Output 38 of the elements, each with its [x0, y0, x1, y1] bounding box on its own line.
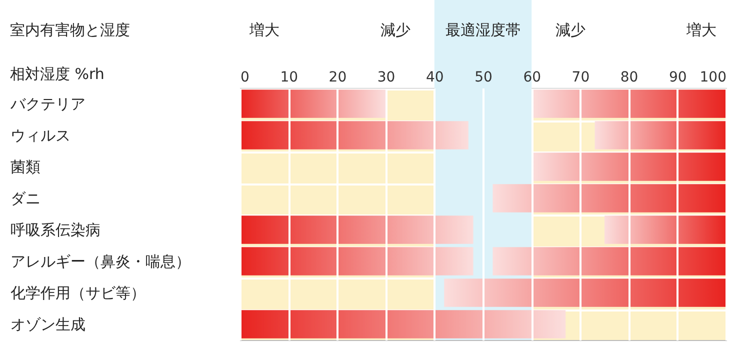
- text: 減少: [555, 21, 586, 39]
- bar: [492, 247, 726, 276]
- bar: [532, 152, 726, 181]
- bar: [594, 121, 726, 150]
- y-tick-label: バクテリア: [10, 94, 86, 113]
- y-tick-label: オゾン生成: [10, 315, 86, 334]
- y-tick-label: アレルギー（鼻炎・喘息）: [10, 252, 190, 270]
- text: 増大: [248, 21, 280, 39]
- x-tick-label: 50: [474, 70, 492, 86]
- x-tick-label: 40: [426, 70, 444, 86]
- bar: [240, 216, 474, 244]
- bar: [240, 121, 468, 150]
- text: 室内有害物と湿度: [10, 21, 130, 39]
- x-tick-label: 20: [328, 70, 347, 86]
- y-tick-label: ウィルス: [10, 126, 70, 144]
- bar: [532, 90, 726, 118]
- y-tick-label: 化学作用（サビ等）: [10, 284, 146, 302]
- x-tick-label: 80: [620, 70, 638, 86]
- band-label: 最適湿度帯: [446, 21, 520, 39]
- x-tick-label: 90: [668, 70, 687, 86]
- bar: [444, 278, 726, 307]
- bar: [240, 247, 474, 276]
- bar: [492, 184, 726, 212]
- bar: [240, 310, 566, 338]
- x-tick-label: 10: [280, 70, 298, 86]
- x-tick-label: 30: [377, 70, 396, 86]
- x-tick-label: 0: [240, 70, 250, 86]
- x-axis-title: 相対湿度 %rh: [10, 65, 104, 83]
- x-tick-label: 70: [572, 70, 590, 86]
- x-tick-label: 100: [700, 70, 726, 86]
- bar: [240, 90, 386, 118]
- bar: [604, 216, 726, 244]
- x-tick-label: 60: [523, 70, 542, 86]
- y-tick-label: ダニ: [10, 189, 40, 208]
- y-tick-label: 菌類: [10, 158, 40, 176]
- y-tick-label: 呼吸系伝染病: [10, 220, 100, 239]
- text: 減少: [380, 21, 411, 39]
- text: 増大: [686, 21, 717, 39]
